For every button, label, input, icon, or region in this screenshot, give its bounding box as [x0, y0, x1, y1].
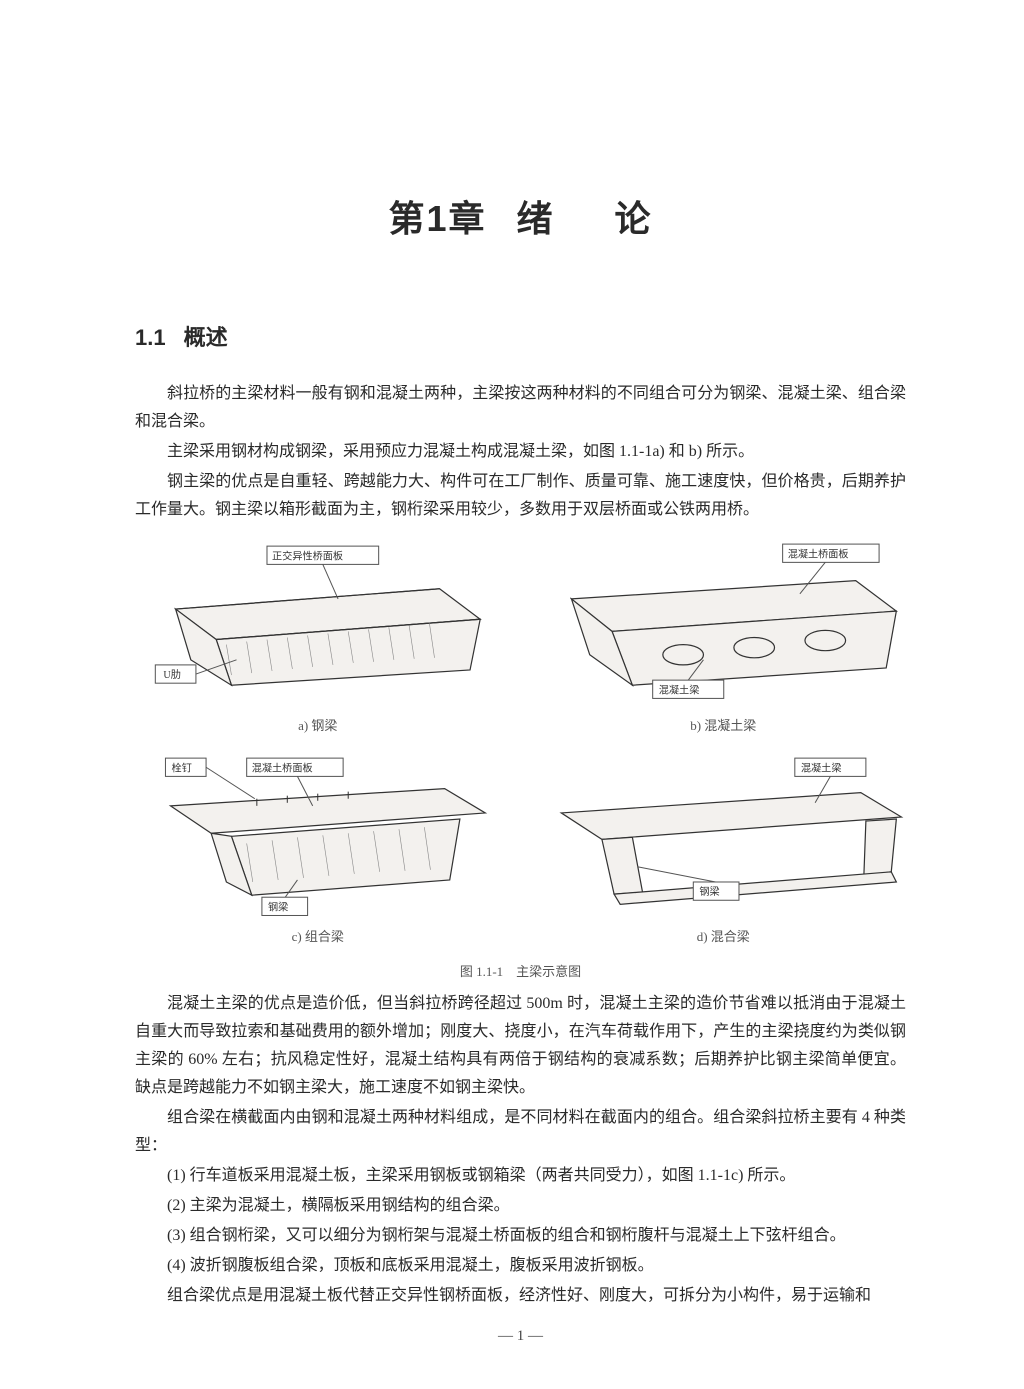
- figure-sublabel-a: a) 钢梁: [298, 715, 337, 734]
- steel-beam-diagram: 正交异性桥面板 U肋: [135, 538, 501, 711]
- chapter-number: 第1章: [388, 198, 486, 239]
- paragraph: 斜拉桥的主梁材料一般有钢和混凝土两种，主梁按这两种材料的不同组合可分为钢梁、混凝…: [135, 380, 906, 436]
- section-number: 1.1: [135, 325, 166, 350]
- figure-1-1-1: 正交异性桥面板 U肋 a) 钢梁: [135, 538, 906, 980]
- figure-cell-d: 混凝土梁 钢梁 d) 混合梁: [541, 750, 907, 956]
- label-steel-beam-2: 钢梁: [699, 885, 719, 898]
- figure-cell-c: 栓钉 混凝土桥面板 钢梁 c) 组合梁: [135, 750, 501, 956]
- figure-row-2: 栓钉 混凝土桥面板 钢梁 c) 组合梁: [135, 750, 906, 956]
- list-item: (3) 组合钢桁梁，又可以细分为钢桁架与混凝土桥面板的组合和钢桁腹杆与混凝土上下…: [135, 1222, 906, 1250]
- label-concrete-deck: 混凝土桥面板: [787, 547, 848, 560]
- hybrid-beam-diagram: 混凝土梁 钢梁: [541, 750, 907, 923]
- paragraph: 组合梁在横截面内由钢和混凝土两种材料组成，是不同材料在截面内的组合。组合梁斜拉桥…: [135, 1104, 906, 1160]
- label-concrete-beam: 混凝土梁: [658, 683, 699, 696]
- figure-cell-b: 混凝土桥面板 混凝土梁 b) 混凝土梁: [541, 538, 907, 744]
- list-item: (4) 波折钢腹板组合梁，顶板和底板采用混凝土，腹板采用波折钢板。: [135, 1252, 906, 1280]
- figure-sublabel-c: c) 组合梁: [292, 926, 344, 945]
- figure-sublabel-b: b) 混凝土梁: [690, 715, 756, 734]
- label-u-rib: U肋: [163, 668, 180, 681]
- concrete-beam-diagram: 混凝土桥面板 混凝土梁: [541, 538, 907, 711]
- chapter-title: 第1章绪 论: [135, 190, 906, 242]
- label-concrete-deck-2: 混凝土桥面板: [252, 761, 313, 774]
- chapter-word-1: 绪: [517, 198, 555, 239]
- label-orthotropic: 正交异性桥面板: [272, 549, 343, 562]
- section-heading: 1.1 概述: [135, 320, 906, 352]
- figure-row-1: 正交异性桥面板 U肋 a) 钢梁: [135, 538, 906, 744]
- composite-beam-diagram: 栓钉 混凝土桥面板 钢梁: [135, 750, 501, 923]
- paragraph: 组合梁优点是用混凝土板代替正交异性钢桥面板，经济性好、刚度大，可拆分为小构件，易…: [135, 1282, 906, 1310]
- chapter-word-2: 论: [615, 198, 653, 239]
- label-concrete-beam-2: 混凝土梁: [800, 761, 841, 774]
- page-number: — 1 —: [135, 1328, 906, 1345]
- figure-sublabel-d: d) 混合梁: [697, 926, 750, 945]
- list-item: (1) 行车道板采用混凝土板，主梁采用钢板或钢箱梁（两者共同受力），如图 1.1…: [135, 1162, 906, 1190]
- label-steel-beam: 钢梁: [268, 900, 288, 913]
- list-item: (2) 主梁为混凝土，横隔板采用钢结构的组合梁。: [135, 1192, 906, 1220]
- section-title: 概述: [184, 325, 228, 350]
- figure-caption: 图 1.1-1 主梁示意图: [135, 961, 906, 980]
- label-stud: 栓钉: [172, 761, 192, 774]
- figure-cell-a: 正交异性桥面板 U肋 a) 钢梁: [135, 538, 501, 744]
- paragraph: 钢主梁的优点是自重轻、跨越能力大、构件可在工厂制作、质量可靠、施工速度快，但价格…: [135, 468, 906, 524]
- paragraph: 混凝土主梁的优点是造价低，但当斜拉桥跨径超过 500m 时，混凝土主梁的造价节省…: [135, 990, 906, 1102]
- paragraph: 主梁采用钢材构成钢梁，采用预应力混凝土构成混凝土梁，如图 1.1-1a) 和 b…: [135, 438, 906, 466]
